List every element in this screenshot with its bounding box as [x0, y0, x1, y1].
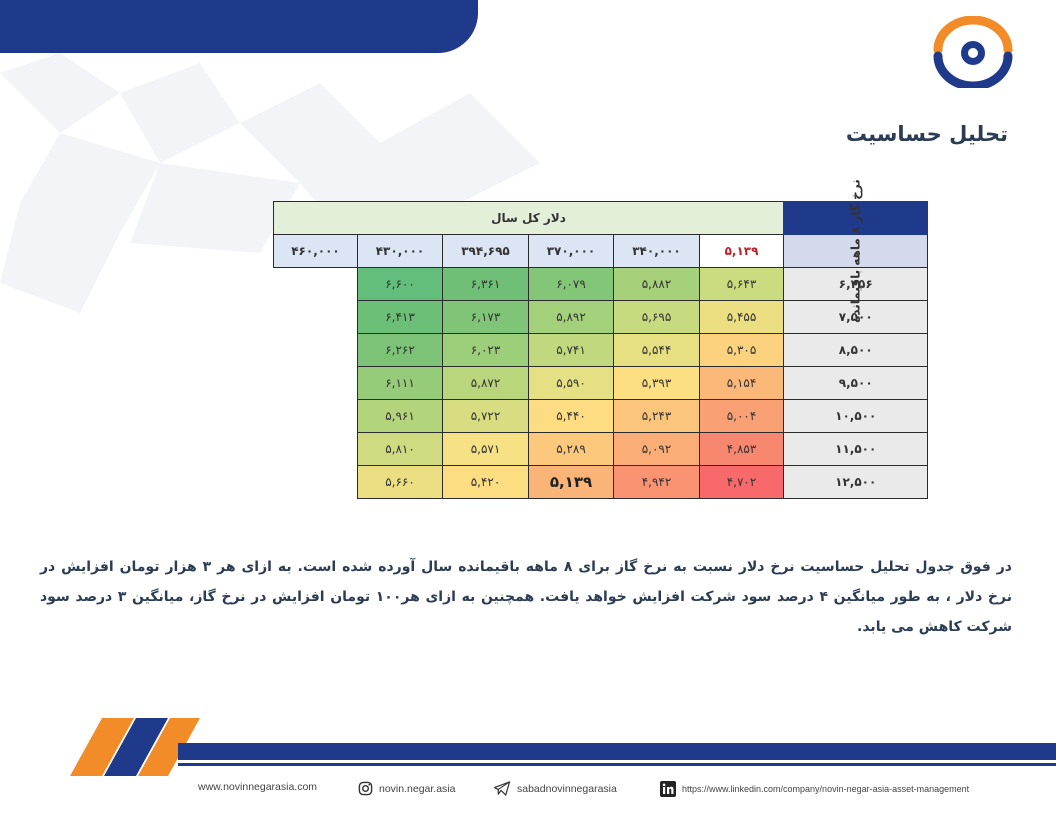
footer-line — [178, 763, 1056, 766]
footer-website[interactable]: www.novinnegarasia.com — [198, 781, 317, 793]
table-corner — [782, 201, 929, 235]
table-cell: ۶,۱۱۱ — [357, 366, 443, 400]
instagram-icon — [358, 781, 373, 796]
table-cell: ۵,۸۷۲ — [442, 366, 529, 400]
table-cell: ۵,۶۶۰ — [357, 465, 443, 499]
table-cell: ۵,۹۶۱ — [357, 399, 443, 433]
table-cell: ۶,۶۰۰ — [357, 267, 443, 301]
background-pattern — [0, 53, 540, 313]
table-cell: ۶,۲۶۲ — [357, 333, 443, 367]
table-cell: ۵,۳۰۵ — [699, 333, 784, 367]
table-cell: ۴,۷۰۲ — [699, 465, 784, 499]
linkedin-url[interactable]: https://www.linkedin.com/company/novin-n… — [682, 784, 970, 794]
footer-linkedin[interactable]: https://www.linkedin.com/company/novin-n… — [660, 781, 969, 797]
table-row: ۱۲,۵۰۰ ۴,۷۰۲ ۴,۹۴۲ ۵,۱۳۹ ۵,۴۲۰ ۵,۶۶۰ — [274, 465, 929, 499]
footer-instagram[interactable]: novin.negar.asia — [358, 781, 455, 796]
table-cell: ۵,۸۱۰ — [357, 432, 443, 466]
table-cell: ۶,۱۷۳ — [442, 300, 529, 334]
row-label: ۶,۲۵۶ — [782, 267, 929, 301]
table-cell: ۵,۷۲۲ — [442, 399, 529, 433]
table-cell: ۴,۹۴۲ — [613, 465, 700, 499]
telegram-handle[interactable]: sabadnovinnegarasia — [517, 782, 617, 795]
page-title: تحلیل حساسیت — [845, 122, 1008, 146]
table-cell: ۶,۳۶۱ — [442, 267, 529, 301]
column-header: ۴۳۰,۰۰۰ — [357, 234, 443, 268]
row-label: ۱۱,۵۰۰ — [782, 432, 929, 466]
row-label: ۸,۵۰۰ — [782, 333, 929, 367]
row-axis-label-cell: نرخ گاز ۸ ماهه باقیمانده — [782, 179, 929, 323]
instagram-handle[interactable]: novin.negar.asia — [379, 782, 456, 795]
table-row: ۸,۵۰۰ ۵,۳۰۵ ۵,۵۴۴ ۵,۷۴۱ ۶,۰۲۳ ۶,۲۶۲ — [274, 333, 929, 367]
column-header: ۳۹۴,۶۹۵ — [442, 234, 529, 268]
table-cell: ۵,۵۹۰ — [528, 366, 614, 400]
company-logo — [933, 16, 1013, 88]
row-label: ۹,۵۰۰ — [782, 366, 929, 400]
row-label: ۷,۵۰۰ — [782, 300, 929, 334]
table-cell: ۵,۵۴۴ — [613, 333, 700, 367]
table-row: ۷,۵۰۰ ۵,۴۵۵ ۵,۶۹۵ ۵,۸۹۲ ۶,۱۷۳ ۶,۴۱۳ — [274, 300, 929, 334]
table-cell: ۵,۴۵۵ — [699, 300, 784, 334]
table-cell: ۵,۴۴۰ — [528, 399, 614, 433]
table-cell: ۶,۰۲۳ — [442, 333, 529, 367]
table-caption: دلار کل سال — [273, 201, 784, 235]
table-cell: ۵,۲۴۳ — [613, 399, 700, 433]
table-row: ۶,۲۵۶ ۵,۶۴۳ ۵,۸۸۲ ۶,۰۷۹ ۶,۳۶۱ ۶,۶۰۰ — [274, 267, 929, 301]
table-cell: ۵,۶۴۳ — [699, 267, 784, 301]
linkedin-icon — [660, 781, 676, 797]
highlighted-value: ۵,۱۳۹ — [549, 473, 593, 491]
table-cell: ۵,۶۹۵ — [613, 300, 700, 334]
corner-value: ۵,۱۳۹ — [699, 234, 784, 268]
sensitivity-table: دلار کل سال نرخ گاز ۸ ماهه باقیمانده ۵,۱… — [273, 179, 929, 499]
footer-telegram[interactable]: sabadnovinnegarasia — [493, 781, 617, 796]
table-cell: ۵,۵۷۱ — [442, 432, 529, 466]
column-header: ۳۷۰,۰۰۰ — [528, 234, 614, 268]
table-cell: ۶,۴۱۳ — [357, 300, 443, 334]
table-cell: ۵,۰۰۴ — [699, 399, 784, 433]
table-row: ۹,۵۰۰ ۵,۱۵۴ ۵,۳۹۳ ۵,۵۹۰ ۵,۸۷۲ ۶,۱۱۱ — [274, 366, 929, 400]
table-cell: ۵,۱۵۴ — [699, 366, 784, 400]
website-link[interactable]: www.novinnegarasia.com — [198, 781, 318, 793]
column-header: ۳۴۰,۰۰۰ — [613, 234, 700, 268]
table-cell: ۵,۱۳۹ — [528, 465, 614, 499]
table-cell: ۵,۸۹۲ — [528, 300, 614, 334]
column-header: ۴۶۰,۰۰۰ — [273, 234, 358, 268]
body-paragraph: در فوق جدول تحلیل حساسیت نرخ دلار نسبت ب… — [40, 559, 1012, 635]
row-label: ۱۰,۵۰۰ — [782, 399, 929, 433]
telegram-icon — [493, 781, 511, 796]
table-row: ۱۱,۵۰۰ ۴,۸۵۳ ۵,۰۹۲ ۵,۲۸۹ ۵,۵۷۱ ۵,۸۱۰ — [274, 432, 929, 466]
top-banner — [0, 0, 478, 53]
table-cell: ۵,۰۹۲ — [613, 432, 700, 466]
table-row: ۱۰,۵۰۰ ۵,۰۰۴ ۵,۲۴۳ ۵,۴۴۰ ۵,۷۲۲ ۵,۹۶۱ — [274, 399, 929, 433]
row-label: ۱۲,۵۰۰ — [782, 465, 929, 499]
table-cell: ۴,۸۵۳ — [699, 432, 784, 466]
table-cell: ۵,۸۸۲ — [613, 267, 700, 301]
table-cell: ۵,۴۲۰ — [442, 465, 529, 499]
footer-stripes — [70, 718, 200, 776]
table-cell: ۵,۲۸۹ — [528, 432, 614, 466]
table-cell: ۵,۳۹۳ — [613, 366, 700, 400]
row-axis-label: نرخ گاز ۸ ماهه باقیمانده — [848, 179, 863, 323]
table-cell: ۶,۰۷۹ — [528, 267, 614, 301]
table-cell: ۵,۷۴۱ — [528, 333, 614, 367]
footer-bar — [178, 743, 1056, 760]
